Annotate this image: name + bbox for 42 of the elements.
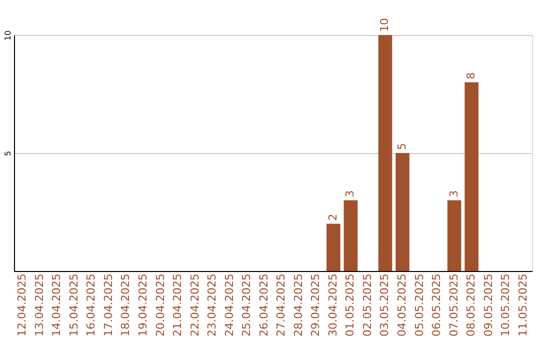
x-tick-label: 03.05.2025 [378, 274, 392, 336]
bar [344, 200, 358, 271]
x-tick-label: 19.04.2025 [136, 274, 150, 336]
x-tick-label: 24.04.2025 [222, 274, 236, 336]
x-tick-label: 05.05.2025 [412, 274, 426, 336]
data-label: 8 [464, 72, 478, 80]
x-tick-label: 27.04.2025 [274, 274, 288, 336]
x-tick-label: 10.05.2025 [499, 274, 512, 336]
x-tick-label: 07.05.2025 [447, 274, 460, 336]
bar [378, 35, 392, 271]
x-tick-label: 02.05.2025 [360, 274, 374, 336]
x-tick-label: 04.05.2025 [396, 274, 408, 336]
x-tick-label: 13.04.2025 [32, 274, 46, 336]
x-tick-label: 16.04.2025 [84, 274, 98, 336]
bar [447, 200, 462, 271]
x-tick-label: 22.04.2025 [188, 274, 202, 336]
x-tick-label: 29.04.2025 [309, 274, 322, 336]
data-label: 10 [378, 18, 392, 32]
data-label: 5 [396, 143, 408, 150]
x-tick-label: 12.04.2025 [16, 274, 29, 336]
x-tick-label: 09.05.2025 [482, 274, 495, 336]
x-tick-label: 01.05.2025 [344, 274, 357, 336]
x-tick-label: 25.04.2025 [240, 274, 254, 336]
x-tick-label: 17.04.2025 [102, 274, 115, 336]
bar [396, 153, 410, 271]
x-tick-label: 11.05.2025 [516, 274, 530, 336]
x-tick-label: 30.04.2025 [326, 274, 340, 336]
data-label: 3 [447, 190, 460, 198]
x-tick-label: 20.04.2025 [154, 274, 167, 336]
data-label: 3 [344, 190, 357, 198]
x-tick-label: 26.04.2025 [257, 274, 270, 336]
x-tick-label: 18.04.2025 [119, 274, 132, 336]
x-tick-label: 08.05.2025 [464, 274, 478, 336]
x-tick-label: 28.04.2025 [292, 274, 305, 336]
x-tick-label: 15.04.2025 [67, 274, 80, 336]
bar [464, 82, 478, 271]
x-tick-label: 21.04.2025 [171, 274, 184, 336]
x-tick-label: 14.04.2025 [50, 274, 64, 336]
data-label: 2 [326, 214, 340, 221]
x-tick-label: 06.05.2025 [430, 274, 444, 336]
bar [326, 224, 340, 271]
x-tick-label: 23.04.2025 [206, 274, 219, 336]
